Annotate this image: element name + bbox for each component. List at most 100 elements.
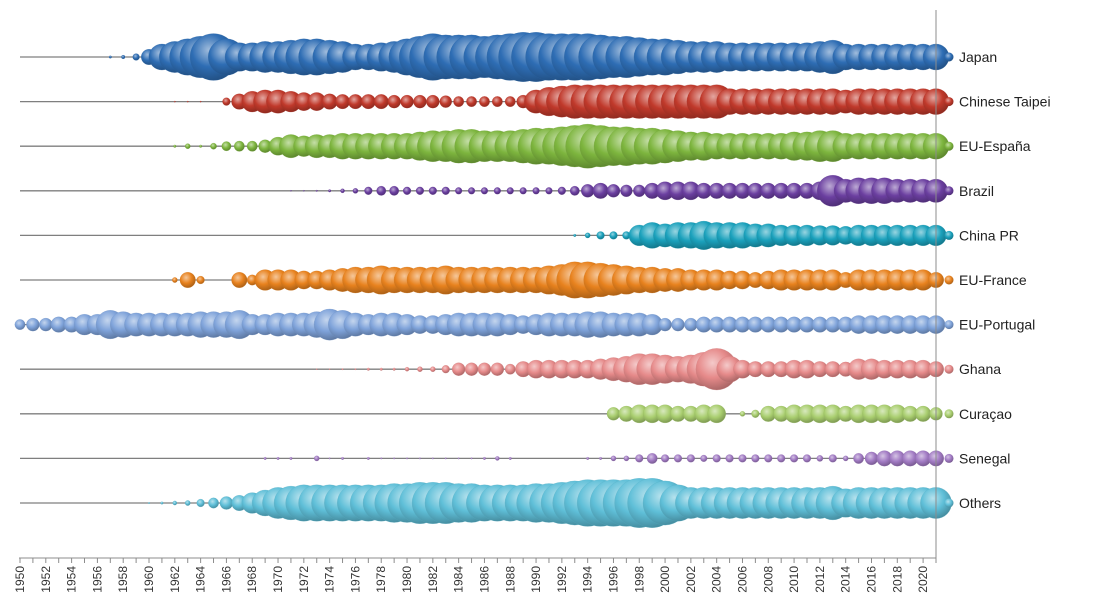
- bubble: [853, 452, 864, 464]
- bubble: [276, 456, 280, 460]
- bubble: [39, 317, 53, 332]
- bubble: [751, 409, 760, 418]
- legend-marker: [944, 97, 954, 107]
- bubble: [26, 317, 40, 332]
- bubble: [504, 96, 516, 108]
- legend-marker: [944, 498, 954, 508]
- bubble: [712, 454, 721, 463]
- bubble: [495, 456, 500, 461]
- bubble: [609, 231, 618, 240]
- x-tick-label: 1954: [65, 566, 79, 593]
- bubble: [441, 365, 450, 374]
- bubble: [464, 362, 479, 376]
- bubble: [366, 456, 370, 460]
- legend-label: Others: [959, 495, 1001, 511]
- bubble: [313, 455, 320, 462]
- legend-label: Brazil: [959, 183, 994, 199]
- bubble: [580, 184, 595, 198]
- x-tick-label: 1958: [116, 566, 130, 593]
- bubble-layer: [14, 32, 952, 528]
- x-tick-label: 1996: [606, 566, 620, 593]
- legend-label: Ghana: [959, 361, 1001, 377]
- bubble: [444, 457, 447, 460]
- legend-label: EU-Portugal: [959, 317, 1035, 333]
- legend-marker: [944, 230, 954, 240]
- x-tick-label: 2014: [839, 566, 853, 593]
- legend-marker: [944, 141, 954, 151]
- bubble: [660, 454, 670, 463]
- bubble: [406, 457, 409, 460]
- bubble: [508, 456, 512, 460]
- legend-label: EU-France: [959, 272, 1027, 288]
- x-tick-label: 1972: [297, 566, 311, 593]
- x-tick-label: 1964: [194, 566, 208, 593]
- bubble: [148, 502, 150, 504]
- bubble: [864, 451, 879, 466]
- bubble: [477, 362, 492, 376]
- bubble: [592, 182, 609, 199]
- bubble: [199, 100, 202, 103]
- legend-label: Senegal: [959, 450, 1010, 466]
- bubble: [373, 94, 389, 110]
- bubble: [174, 100, 176, 103]
- bubble: [360, 94, 376, 110]
- bubble: [802, 454, 812, 463]
- legend-marker: [944, 52, 954, 62]
- bubble: [222, 97, 231, 106]
- x-tick-label: 1974: [323, 566, 337, 593]
- bubble: [491, 96, 503, 108]
- bubble: [490, 362, 505, 376]
- bubble: [184, 500, 191, 506]
- bubble: [828, 454, 837, 463]
- bubble: [751, 454, 760, 463]
- bubble: [557, 186, 566, 195]
- x-tick-label: 1994: [581, 566, 595, 593]
- legend-label: China PR: [959, 227, 1019, 243]
- bubble: [569, 185, 580, 196]
- bubble: [545, 187, 553, 195]
- bubble: [387, 94, 401, 109]
- x-tick-label: 1988: [503, 566, 517, 593]
- legend-label: Chinese Taipei: [959, 94, 1051, 110]
- bubble: [400, 94, 414, 109]
- bubble: [620, 184, 633, 197]
- bubble: [532, 187, 540, 195]
- bubble: [816, 455, 824, 462]
- bubble: [376, 185, 387, 196]
- x-tick-label: 1966: [219, 566, 233, 593]
- bubble: [392, 367, 396, 371]
- x-tick-label: 1998: [632, 566, 646, 593]
- bubble: [340, 188, 345, 194]
- x-tick-label: 1984: [452, 566, 466, 593]
- bubble: [479, 96, 490, 108]
- x-tick-label: 1950: [13, 566, 27, 593]
- bubble: [493, 187, 501, 195]
- legend-marker: [944, 409, 954, 419]
- bubble: [739, 410, 746, 417]
- bubble: [764, 454, 773, 463]
- bubble: [379, 367, 383, 371]
- bubble: [366, 367, 370, 371]
- legend-marker: [944, 320, 954, 330]
- bubble: [596, 231, 605, 240]
- bubble: [231, 272, 248, 289]
- bubble: [470, 457, 473, 460]
- legend: Japan Chinese Taipei EU-España Brazil China …: [944, 49, 1051, 511]
- bubble: [341, 368, 344, 371]
- x-tick-label: 1952: [39, 566, 53, 593]
- bubble: [673, 454, 683, 463]
- bubble: [184, 143, 191, 149]
- bubble: [777, 454, 786, 463]
- bubble: [504, 363, 516, 375]
- bubble: [915, 405, 932, 422]
- bubble: [328, 368, 331, 371]
- bubble: [335, 94, 351, 110]
- bubble: [199, 144, 203, 148]
- x-tick-label: 1956: [90, 566, 104, 593]
- bubble: [418, 457, 421, 460]
- legend-marker: [944, 186, 954, 196]
- bubble: [658, 317, 672, 332]
- bubble: [586, 456, 590, 460]
